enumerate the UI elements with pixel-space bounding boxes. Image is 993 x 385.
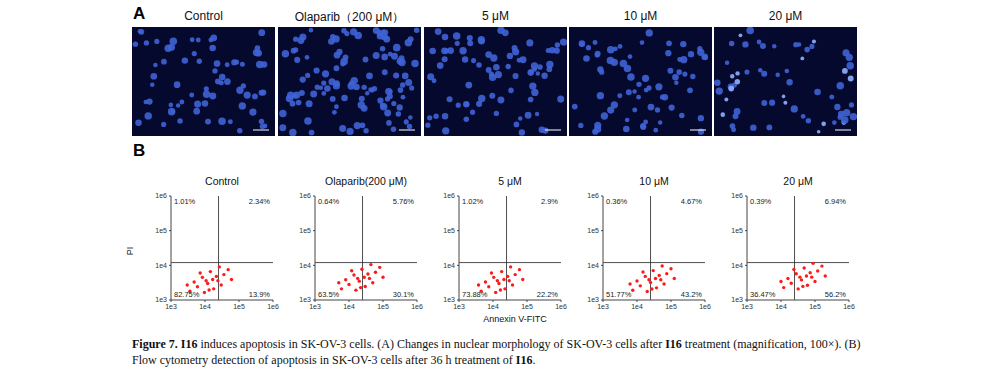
html-text:Olaparib(200 μM): Olaparib(200 μM) (325, 175, 407, 187)
svg-text:1e5: 1e5 (233, 303, 245, 310)
svg-text:1e6: 1e6 (699, 303, 711, 310)
svg-text:82.75%: 82.75% (174, 290, 200, 299)
svg-text:6.94%: 6.94% (825, 197, 847, 206)
svg-text:1e6: 1e6 (299, 192, 311, 199)
html-text:B: B (133, 141, 146, 160)
svg-text:63.5%: 63.5% (318, 290, 340, 299)
html-text:A: A (133, 4, 146, 23)
svg-text:1e5: 1e5 (665, 303, 677, 310)
svg-text:1e6: 1e6 (731, 192, 743, 199)
svg-text:73.88%: 73.88% (462, 290, 488, 299)
svg-text:1e5: 1e5 (587, 227, 599, 234)
svg-text:13.9%: 13.9% (249, 290, 271, 299)
svg-text:1e3: 1e3 (597, 303, 609, 310)
svg-text:1e4: 1e4 (199, 303, 211, 310)
svg-text:1e4: 1e4 (587, 262, 599, 269)
svg-text:1e3: 1e3 (443, 296, 455, 303)
svg-text:1e3: 1e3 (155, 296, 167, 303)
svg-text:56.2%: 56.2% (825, 290, 847, 299)
svg-text:1e4: 1e4 (631, 303, 643, 310)
svg-text:1e3: 1e3 (309, 303, 321, 310)
svg-text:1e3: 1e3 (299, 296, 311, 303)
svg-text:51.77%: 51.77% (606, 290, 632, 299)
svg-text:1e5: 1e5 (299, 227, 311, 234)
svg-text:1e6: 1e6 (587, 192, 599, 199)
svg-text:1e4: 1e4 (487, 303, 499, 310)
svg-text:4.67%: 4.67% (681, 197, 703, 206)
svg-text:1e5: 1e5 (377, 303, 389, 310)
svg-text:1e3: 1e3 (741, 303, 753, 310)
html-text:Figure 7. I16 induces apoptosi: Figure 7. I16 induces apoptosis in SK-OV… (132, 337, 864, 367)
svg-text:1e5: 1e5 (809, 303, 821, 310)
svg-text:1e3: 1e3 (165, 303, 177, 310)
svg-text:1e6: 1e6 (843, 303, 855, 310)
svg-text:1e4: 1e4 (443, 262, 455, 269)
svg-text:1e4: 1e4 (299, 262, 311, 269)
html-text:20 μM: 20 μM (768, 9, 803, 23)
svg-text:1e4: 1e4 (155, 262, 167, 269)
svg-text:1e4: 1e4 (731, 262, 743, 269)
svg-text:0.39%: 0.39% (750, 197, 772, 206)
svg-text:2.34%: 2.34% (249, 197, 271, 206)
svg-text:1e5: 1e5 (443, 227, 455, 234)
html-text:10 μM: 10 μM (623, 9, 658, 23)
svg-text:1e6: 1e6 (267, 303, 279, 310)
svg-text:1e4: 1e4 (343, 303, 355, 310)
svg-text:36.47%: 36.47% (750, 290, 776, 299)
svg-text:43.2%: 43.2% (681, 290, 703, 299)
svg-text:1e6: 1e6 (155, 192, 167, 199)
svg-text:1e3: 1e3 (453, 303, 465, 310)
html-text:5 μM: 5 μM (482, 9, 509, 23)
html-text:PI: PI (125, 246, 136, 256)
html-text:Annexin V-FITC: Annexin V-FITC (483, 314, 547, 324)
svg-text:1e6: 1e6 (411, 303, 423, 310)
svg-text:1e5: 1e5 (521, 303, 533, 310)
html-text:5 μM: 5 μM (498, 175, 522, 187)
svg-text:1.02%: 1.02% (462, 197, 484, 206)
svg-text:0.36%: 0.36% (606, 197, 628, 206)
html-text:Control: Control (184, 9, 223, 23)
html-text:10 μM: 10 μM (639, 175, 669, 187)
svg-text:1e6: 1e6 (443, 192, 455, 199)
svg-text:5.76%: 5.76% (393, 197, 415, 206)
html-text:Control: Control (205, 175, 239, 187)
svg-text:30.1%: 30.1% (393, 290, 415, 299)
svg-text:1e5: 1e5 (731, 227, 743, 234)
svg-text:1e4: 1e4 (775, 303, 787, 310)
svg-text:1e3: 1e3 (587, 296, 599, 303)
svg-text:0.64%: 0.64% (318, 197, 340, 206)
svg-text:2.9%: 2.9% (541, 197, 558, 206)
html-text:20 μM: 20 μM (783, 175, 813, 187)
svg-text:1e3: 1e3 (731, 296, 743, 303)
html-text:Olaparib（200 μM）: Olaparib（200 μM） (294, 10, 405, 24)
svg-text:1e6: 1e6 (555, 303, 567, 310)
svg-text:1e5: 1e5 (155, 227, 167, 234)
svg-text:22.2%: 22.2% (537, 290, 559, 299)
svg-text:1.01%: 1.01% (174, 197, 196, 206)
